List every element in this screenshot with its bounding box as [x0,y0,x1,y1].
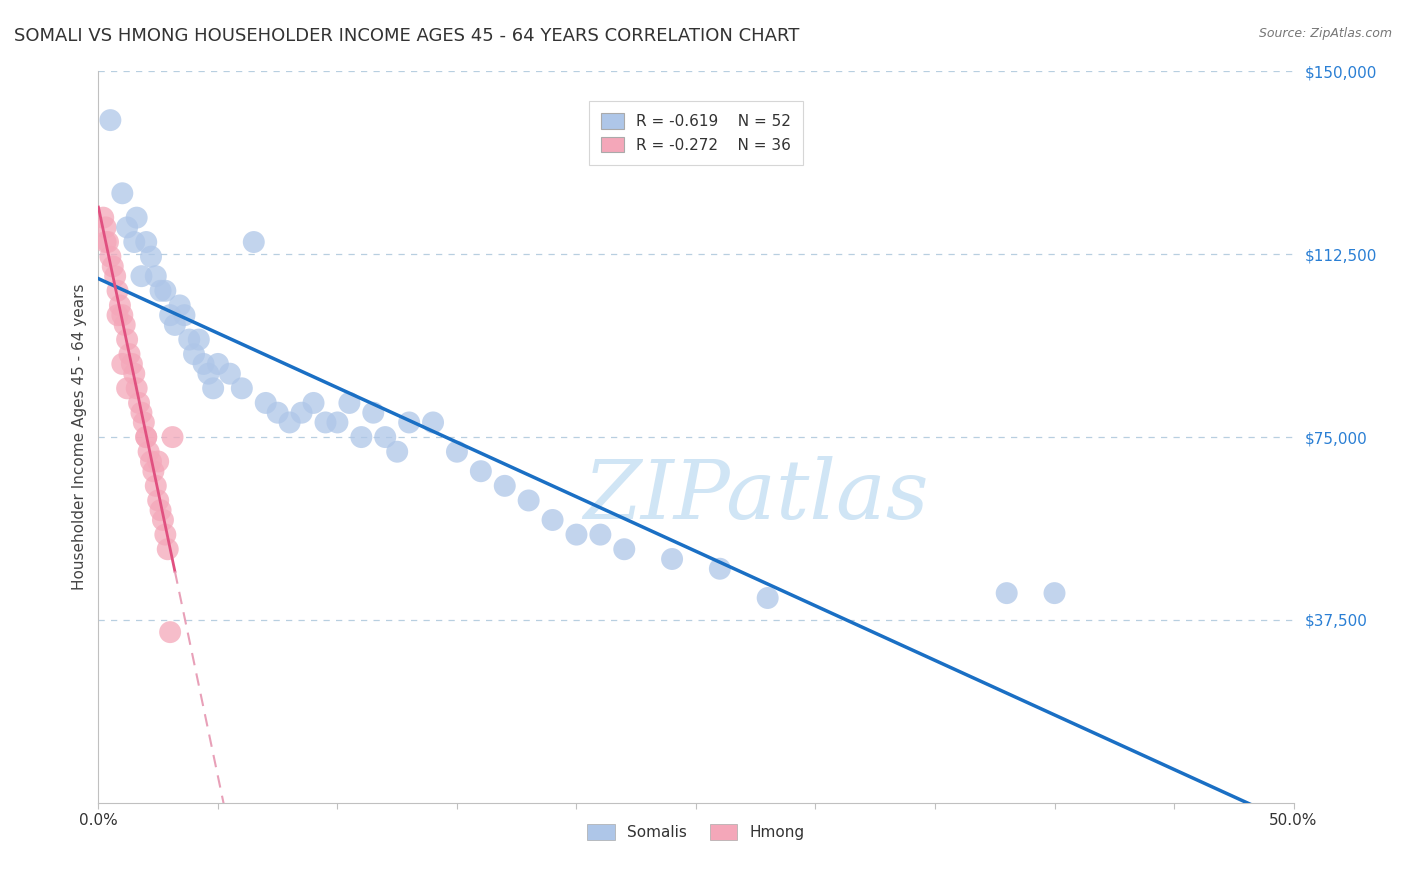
Point [613,542,636,557]
Point [446,444,468,458]
Point [104,269,127,284]
Point [385,444,409,458]
Point [267,406,290,420]
Point [363,406,385,420]
Point [135,235,157,249]
Point [202,381,225,395]
Text: Source: ZipAtlas.com: Source: ZipAtlas.com [1258,27,1392,40]
Point [350,430,373,444]
Point [541,513,564,527]
Point [179,333,201,347]
Point [156,542,179,557]
Point [98,250,122,264]
Point [149,503,172,517]
Point [121,357,143,371]
Point [128,396,150,410]
Point [131,269,153,284]
Point [155,284,177,298]
Point [118,347,141,361]
Point [107,308,129,322]
Point [139,250,162,264]
Point [589,527,612,541]
Point [470,464,492,478]
Point [91,211,114,225]
Legend: Somalis, Hmong: Somalis, Hmong [581,818,811,847]
Point [197,367,219,381]
Point [114,318,136,332]
Point [145,269,167,284]
Point [94,220,117,235]
Point [155,527,177,541]
Point [193,357,215,371]
Point [142,464,165,478]
Point [139,454,162,468]
Point [163,318,186,332]
Point [148,493,170,508]
Point [709,562,731,576]
Point [145,479,167,493]
Point [278,416,301,430]
Point [565,527,588,541]
Point [111,308,134,322]
Point [661,552,683,566]
Point [302,396,325,410]
Point [98,113,122,128]
Point [162,430,184,444]
Point [995,586,1018,600]
Point [169,298,191,312]
Point [243,235,266,249]
Point [124,367,146,381]
Point [148,454,170,468]
Point [231,381,253,395]
Point [115,381,138,395]
Point [94,235,117,249]
Y-axis label: Householder Income Ages 45 - 64 years: Householder Income Ages 45 - 64 years [72,284,87,591]
Point [1043,586,1066,600]
Point [173,308,195,322]
Point [97,235,120,249]
Point [159,625,181,640]
Point [374,430,396,444]
Point [398,416,420,430]
Point [131,406,153,420]
Point [108,298,131,312]
Point [107,284,129,298]
Point [111,186,134,201]
Point [207,357,229,371]
Point [101,260,124,274]
Point [135,430,157,444]
Point [115,333,138,347]
Point [219,367,242,381]
Point [124,235,146,249]
Point [125,211,148,225]
Point [756,591,779,605]
Point [135,430,157,444]
Point [422,416,444,430]
Text: SOMALI VS HMONG HOUSEHOLDER INCOME AGES 45 - 64 YEARS CORRELATION CHART: SOMALI VS HMONG HOUSEHOLDER INCOME AGES … [14,27,800,45]
Point [183,347,205,361]
Point [326,416,349,430]
Point [315,416,337,430]
Point [152,513,174,527]
Text: ZIPatlas: ZIPatlas [583,456,928,535]
Point [494,479,516,493]
Point [132,416,155,430]
Point [149,284,172,298]
Point [291,406,314,420]
Point [111,357,134,371]
Point [159,308,181,322]
Point [115,220,138,235]
Point [125,381,148,395]
Point [517,493,540,508]
Point [138,444,160,458]
Point [187,333,209,347]
Point [339,396,361,410]
Point [254,396,277,410]
